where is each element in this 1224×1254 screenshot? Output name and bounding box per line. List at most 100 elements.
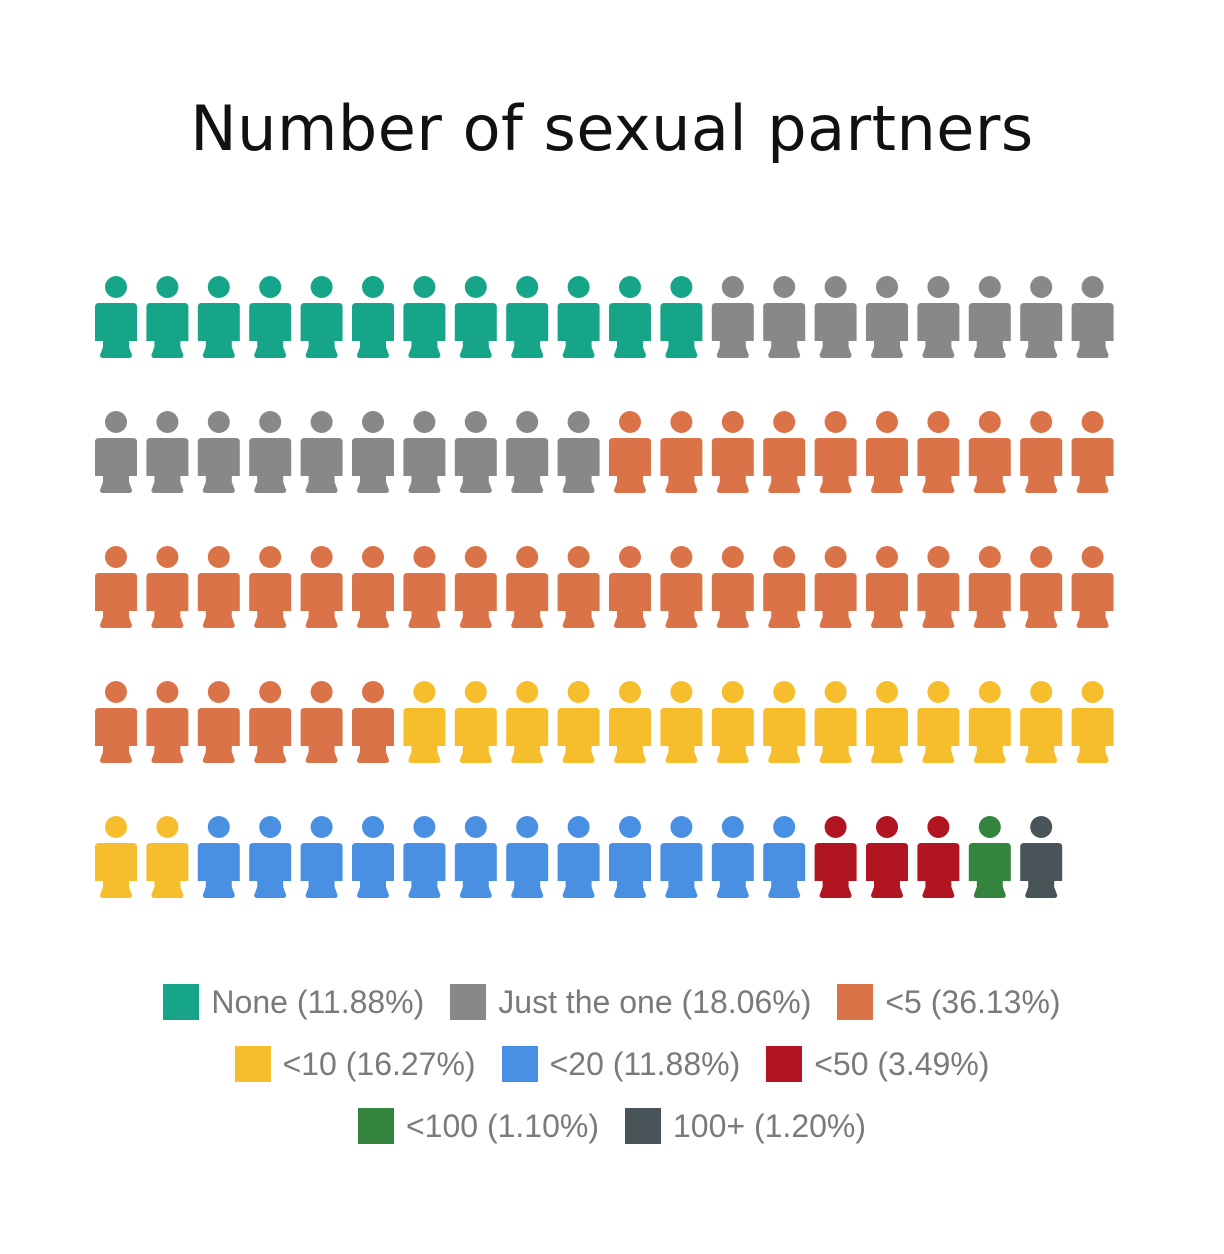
person-body bbox=[814, 843, 857, 898]
person-icon-none bbox=[95, 276, 137, 358]
person-head bbox=[310, 411, 333, 433]
legend-row: <100 (1.10%) 100+ (1.20%) bbox=[0, 1106, 1224, 1146]
person-head bbox=[105, 276, 127, 298]
person-body bbox=[1071, 573, 1114, 628]
person-head bbox=[362, 276, 384, 298]
person-icon-just-the-one bbox=[454, 411, 497, 493]
legend-item-lt10: <10 (16.27%) bbox=[234, 1045, 476, 1083]
person-body bbox=[506, 573, 549, 628]
person-icon-just-the-one bbox=[300, 411, 343, 493]
person-head bbox=[1081, 681, 1104, 703]
person-icon-10 bbox=[403, 681, 446, 763]
person-body bbox=[506, 708, 549, 763]
person-icon-10 bbox=[609, 681, 651, 763]
person-body bbox=[146, 303, 189, 358]
person-body bbox=[506, 438, 549, 493]
person-body bbox=[660, 303, 703, 358]
person-icon-just-the-one bbox=[95, 411, 137, 493]
person-icon-just-the-one bbox=[917, 276, 960, 358]
person-icon-5 bbox=[1071, 411, 1114, 493]
person-body bbox=[711, 708, 754, 763]
person-icon-5 bbox=[300, 546, 343, 628]
person-body bbox=[249, 843, 292, 898]
person-body bbox=[557, 573, 600, 628]
person-head bbox=[876, 546, 898, 568]
person-icon-10 bbox=[814, 681, 857, 763]
person-head bbox=[721, 546, 744, 568]
person-icon-20 bbox=[506, 816, 549, 898]
person-icon-none bbox=[249, 276, 292, 358]
person-body bbox=[917, 708, 960, 763]
person-head bbox=[824, 546, 847, 568]
person-head bbox=[721, 411, 744, 433]
person-head bbox=[670, 681, 693, 703]
legend-item-lt50: <50 (3.49%) bbox=[766, 1046, 989, 1083]
person-body bbox=[609, 708, 651, 763]
person-head bbox=[1081, 546, 1104, 568]
person-head bbox=[567, 816, 590, 838]
person-body bbox=[249, 303, 292, 358]
person-icon-5 bbox=[352, 546, 394, 628]
person-body bbox=[506, 303, 549, 358]
person-head bbox=[773, 546, 796, 568]
person-icon-5 bbox=[557, 546, 600, 628]
legend: None (11.88%) Just the one (18.06%) <5 (… bbox=[0, 982, 1224, 1168]
person-body bbox=[814, 303, 857, 358]
person-head bbox=[721, 276, 744, 298]
person-icon-5 bbox=[711, 411, 754, 493]
person-head bbox=[773, 276, 796, 298]
person-icon-5 bbox=[609, 411, 651, 493]
person-icon-5 bbox=[968, 546, 1011, 628]
person-head bbox=[978, 816, 1001, 838]
person-head bbox=[927, 816, 950, 838]
person-body bbox=[146, 573, 189, 628]
person-head bbox=[567, 411, 590, 433]
person-body bbox=[1071, 438, 1114, 493]
person-head bbox=[413, 681, 436, 703]
legend-label: <10 (16.27%) bbox=[282, 1045, 476, 1082]
person-head bbox=[927, 411, 950, 433]
person-body bbox=[1020, 843, 1063, 898]
person-head bbox=[207, 546, 230, 568]
person-body bbox=[866, 438, 908, 493]
person-head bbox=[516, 546, 539, 568]
person-icon-just-the-one bbox=[249, 411, 292, 493]
person-head bbox=[259, 681, 282, 703]
legend-label: None (11.88%) bbox=[211, 983, 425, 1020]
person-body bbox=[557, 303, 600, 358]
legend-swatch bbox=[450, 984, 487, 1020]
legend-row: <10 (16.27%) <20 (11.88%) <50 (3.49%) bbox=[0, 1044, 1224, 1084]
legend-label: <5 (36.13%) bbox=[885, 983, 1061, 1020]
person-head bbox=[1030, 276, 1053, 298]
legend-swatch bbox=[234, 1046, 271, 1082]
person-icon-5 bbox=[249, 681, 292, 763]
person-head bbox=[876, 411, 898, 433]
person-head bbox=[927, 681, 950, 703]
person-icon-5 bbox=[1071, 546, 1114, 628]
person-body bbox=[866, 303, 908, 358]
person-body bbox=[866, 573, 908, 628]
person-icon-5 bbox=[763, 411, 806, 493]
person-head bbox=[824, 816, 847, 838]
person-icon-5 bbox=[917, 546, 960, 628]
legend-swatch bbox=[625, 1108, 661, 1144]
person-icon-5 bbox=[197, 681, 240, 763]
person-head bbox=[1030, 681, 1053, 703]
person-body bbox=[403, 438, 446, 493]
person-body bbox=[660, 843, 703, 898]
person-body bbox=[763, 708, 806, 763]
person-icon-10 bbox=[506, 681, 549, 763]
person-head bbox=[362, 816, 384, 838]
person-head bbox=[670, 816, 693, 838]
legend-swatch bbox=[837, 984, 874, 1020]
person-icon-20 bbox=[557, 816, 600, 898]
person-body bbox=[660, 438, 703, 493]
person-icon-just-the-one bbox=[1071, 276, 1114, 358]
person-head bbox=[516, 276, 539, 298]
legend-item-lt100: <100 (1.10%) bbox=[357, 1108, 599, 1145]
person-head bbox=[927, 276, 950, 298]
person-icon-10 bbox=[557, 681, 600, 763]
person-body bbox=[660, 573, 703, 628]
person-head bbox=[978, 411, 1001, 433]
